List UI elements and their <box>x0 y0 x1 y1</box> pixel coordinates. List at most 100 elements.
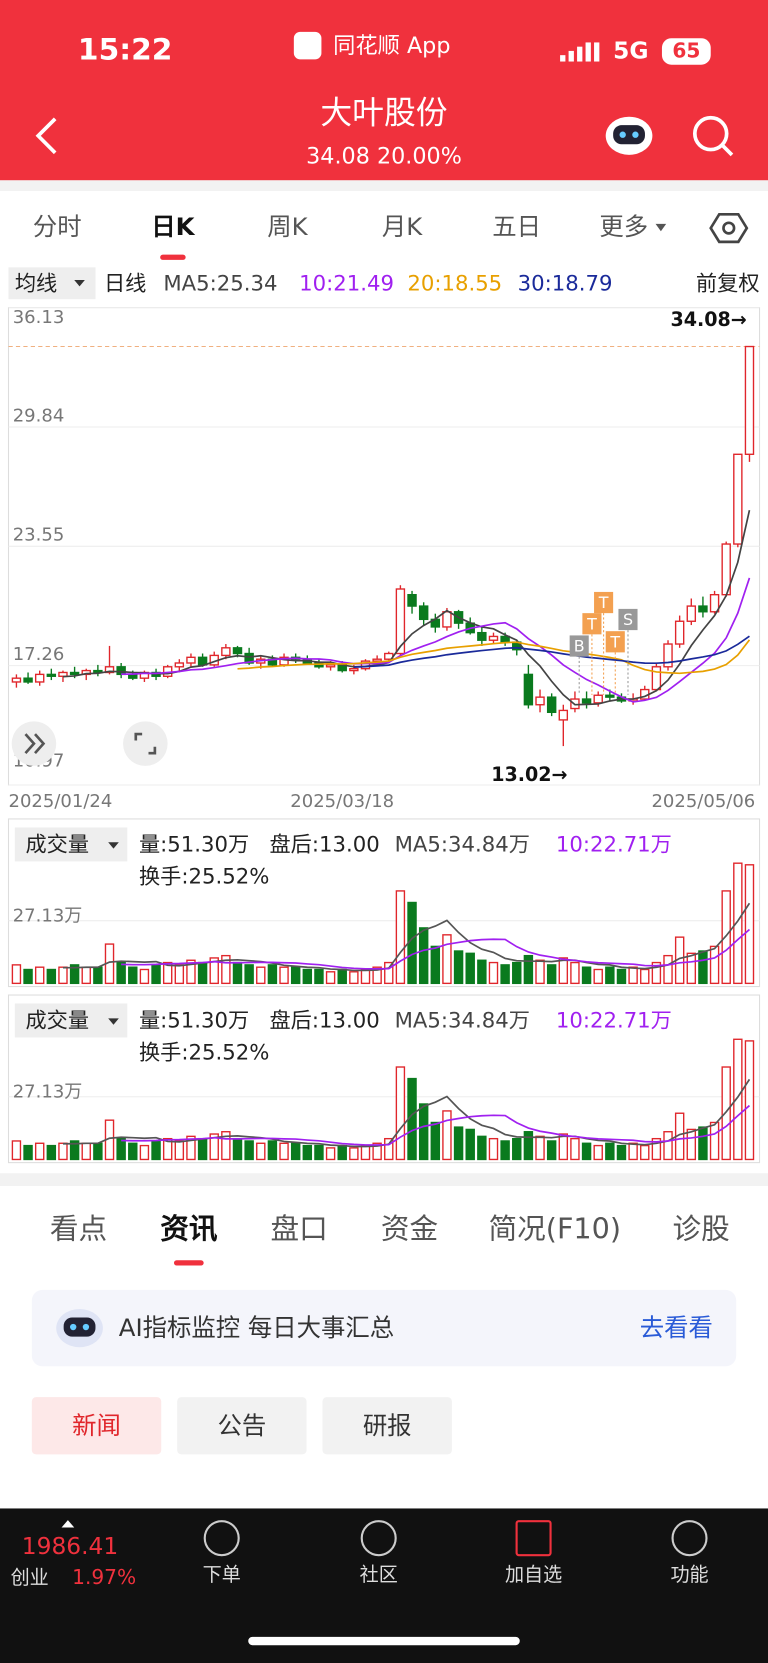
nav-label[interactable]: 加自选 <box>505 1563 562 1586</box>
news-button[interactable] <box>177 1397 307 1455</box>
volume-bar <box>744 864 755 985</box>
volume-bar <box>709 945 720 985</box>
info-tab[interactable]: 资金 <box>381 1212 438 1246</box>
volume-bar <box>442 1110 452 1161</box>
y-tick-label: 27.13万 <box>13 905 83 926</box>
volume-bar <box>151 1140 161 1161</box>
nav-label[interactable]: 社区 <box>360 1563 398 1586</box>
news-button-label[interactable]: 公告 <box>217 1411 266 1440</box>
ma-select[interactable]: 均线 <box>15 271 57 296</box>
candle-body <box>23 677 33 683</box>
nav-icon[interactable] <box>360 1520 397 1557</box>
turnover: 换手:25.52% <box>139 864 269 889</box>
robot-icon[interactable] <box>605 116 653 155</box>
candle-body <box>221 647 231 657</box>
candle-body <box>651 666 662 691</box>
candle-body <box>488 635 499 641</box>
vol-select[interactable]: 成交量 <box>25 1009 89 1034</box>
news-button-label[interactable]: 研报 <box>363 1411 412 1440</box>
volume-bar <box>593 968 603 985</box>
ai-banner[interactable] <box>31 1289 737 1367</box>
trade-marker <box>594 591 614 614</box>
volume-bar <box>267 964 278 985</box>
back[interactable] <box>35 117 57 155</box>
volume-bar <box>535 959 545 985</box>
nav-icon[interactable] <box>671 1520 708 1557</box>
volume-bar <box>686 952 697 985</box>
volume-bar <box>23 968 33 985</box>
news-button[interactable] <box>31 1397 162 1455</box>
battery <box>661 38 711 65</box>
period-tab[interactable]: 五日 <box>492 212 541 241</box>
volume-bar <box>488 1137 499 1161</box>
volume-bar <box>523 1131 534 1161</box>
adjust[interactable]: 前复权 <box>696 271 760 296</box>
volume-frame <box>7 818 761 988</box>
period-tab[interactable]: 月K <box>382 212 423 241</box>
index-value: 1986.41 <box>22 1532 118 1560</box>
nav-label[interactable]: 下单 <box>203 1563 241 1586</box>
nav-icon[interactable] <box>515 1520 552 1557</box>
volume-bar <box>733 862 743 985</box>
info-tab[interactable]: 看点 <box>50 1212 107 1246</box>
news-button[interactable] <box>322 1397 452 1455</box>
ai-action[interactable]: 去看看 <box>640 1313 713 1342</box>
volume-bar <box>186 959 196 985</box>
candle-body <box>395 588 406 655</box>
volume-bar <box>430 1121 441 1161</box>
candle-body <box>558 709 569 721</box>
arrow-up <box>61 1520 75 1528</box>
volume-bar <box>302 968 313 985</box>
volume-bar <box>221 954 231 985</box>
volume-bar <box>325 1147 336 1161</box>
search[interactable] <box>692 115 734 157</box>
volume-bar <box>337 968 347 985</box>
vol-select-bg[interactable] <box>14 1003 128 1038</box>
news-button-label[interactable]: 新闻 <box>72 1411 121 1440</box>
volume-bar <box>69 1140 80 1161</box>
volume-bar <box>651 961 662 985</box>
ma-period: 日线 <box>104 271 146 296</box>
candle-body <box>686 605 697 622</box>
volume-bar <box>453 950 464 985</box>
index-change: 1.97% <box>72 1565 136 1589</box>
volume-bar <box>93 1142 103 1161</box>
volume-bar <box>488 961 499 985</box>
ma-line <box>237 639 751 675</box>
period-tab[interactable]: 日K <box>151 212 195 241</box>
period-tab[interactable]: 分时 <box>33 212 82 241</box>
candle-body <box>360 660 371 670</box>
info-tab[interactable]: 简况(F10) <box>489 1212 621 1246</box>
vol-select-bg[interactable] <box>14 827 128 862</box>
fullscreen[interactable] <box>123 721 168 766</box>
vol-select[interactable]: 成交量 <box>25 832 89 857</box>
volume-bar <box>465 1128 475 1161</box>
volume-bar <box>279 1142 289 1161</box>
volume-bar <box>349 971 359 985</box>
info-tab[interactable]: 资讯 <box>160 1212 218 1246</box>
info-tab[interactable]: 盘口 <box>271 1212 328 1246</box>
vol-info: 量:51.30万 <box>139 1009 249 1034</box>
candle-body <box>442 611 452 628</box>
candle-body <box>407 594 417 607</box>
volume-bar <box>605 1142 615 1161</box>
period-tab[interactable]: 更多 <box>599 212 648 241</box>
period-tab[interactable]: 周K <box>267 212 308 241</box>
volume-bar <box>605 966 615 985</box>
nav-icon[interactable] <box>203 1520 240 1557</box>
index-name: 创业 <box>11 1566 49 1589</box>
nav-label[interactable]: 功能 <box>670 1563 708 1586</box>
chevrons <box>24 733 46 755</box>
volume-bar <box>360 1144 371 1161</box>
network: 5G <box>613 36 648 64</box>
volume-bar <box>139 1144 150 1161</box>
max-label: 34.08→ <box>670 308 746 331</box>
stock-quote: 34.08 20.00% <box>306 143 462 169</box>
volume-bar <box>663 1131 673 1161</box>
info-tab[interactable]: 诊股 <box>673 1212 730 1246</box>
volume-bar <box>256 1142 266 1161</box>
settings[interactable] <box>709 212 749 244</box>
candle-body <box>698 605 708 613</box>
volume-bar <box>663 954 673 985</box>
